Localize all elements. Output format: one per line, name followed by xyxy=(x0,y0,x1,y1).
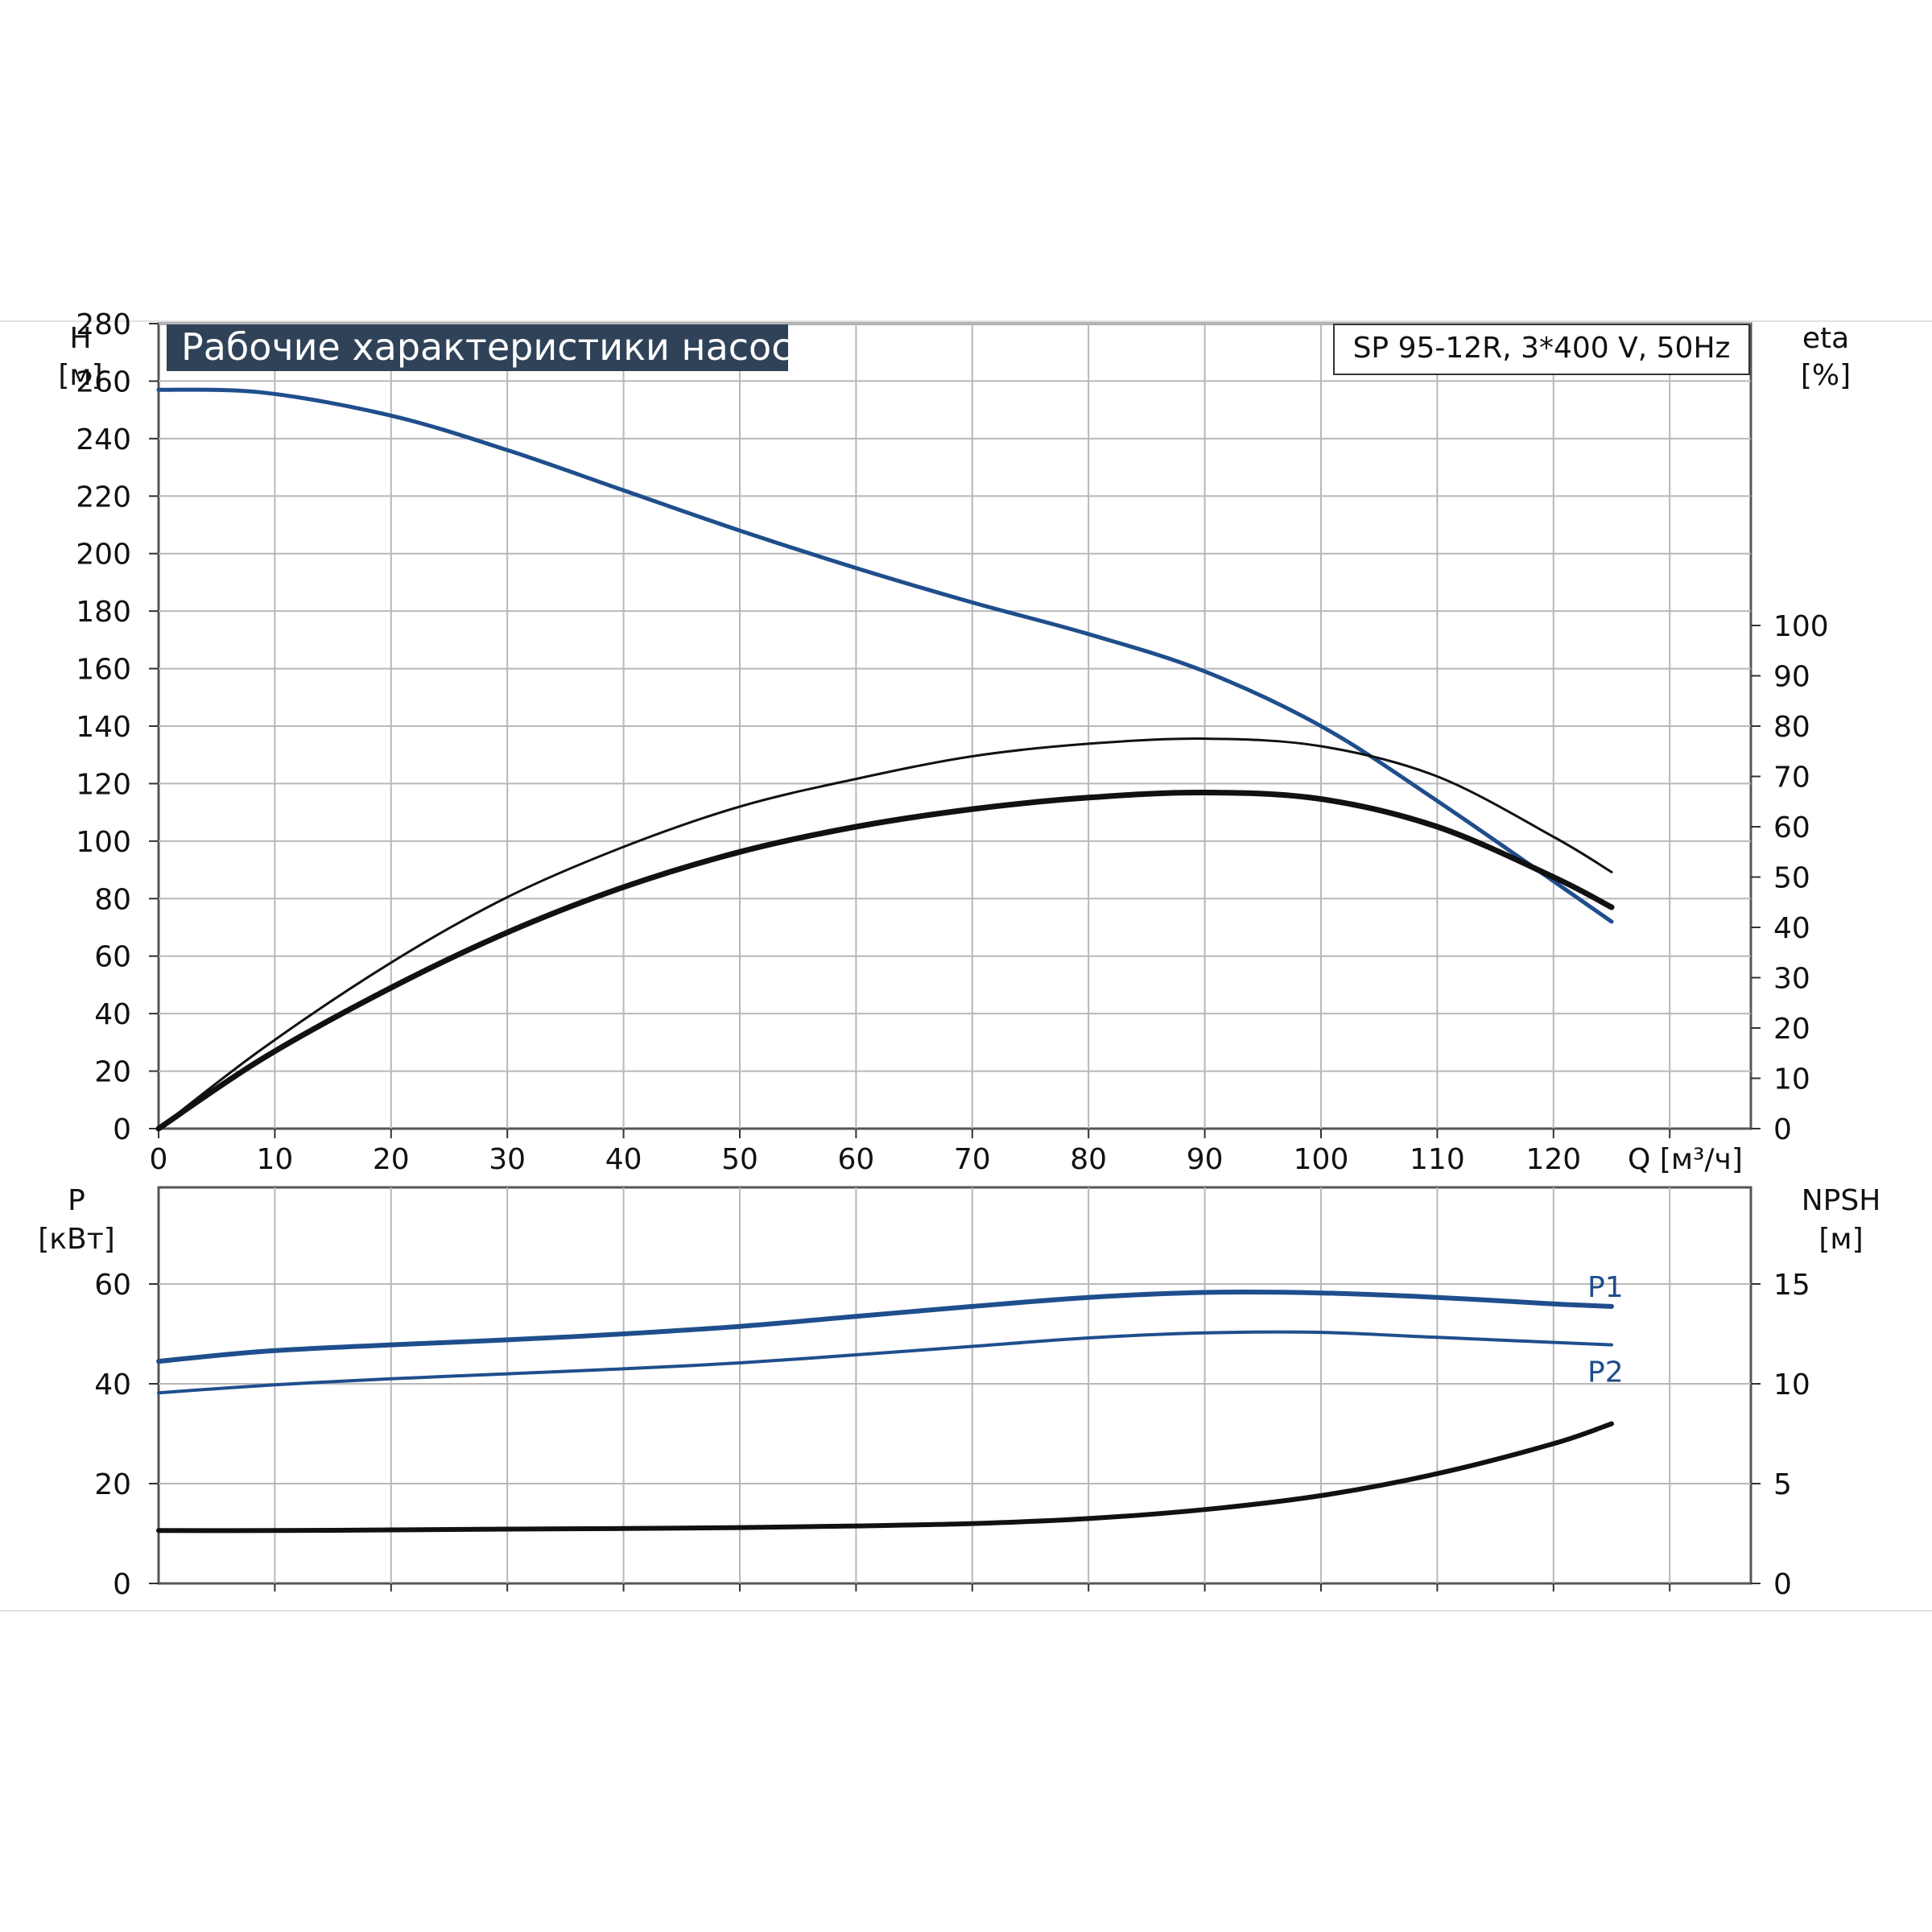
y2-tick-label: 30 xyxy=(1773,963,1810,996)
flow-axis-label: Q [м³/ч] xyxy=(1628,1143,1743,1176)
upper-ticks: 0204060801001201401601802002202402602800… xyxy=(76,308,1828,1176)
y-tick-label: 280 xyxy=(76,308,131,341)
power-npsh-panel: 0 20 40 60 0 5 10 15 P1 P2 P [кВт] NPSH [м] xyxy=(38,1184,1880,1601)
y-tick-label: 0 xyxy=(113,1568,131,1601)
y-tick-label: 60 xyxy=(94,1269,131,1302)
y2-tick-label: 20 xyxy=(1773,1013,1810,1046)
p1-power-curve xyxy=(156,1290,1614,1364)
y-tick-label: 20 xyxy=(94,1056,131,1089)
x-tick-label: 90 xyxy=(1187,1143,1224,1176)
x-tick-label: 100 xyxy=(1294,1143,1349,1176)
x-tick-label: 60 xyxy=(837,1143,874,1176)
y2-tick-label: 60 xyxy=(1773,811,1810,844)
power-axis-label: P xyxy=(68,1184,85,1217)
x-tick-label: 20 xyxy=(373,1143,410,1176)
x-tick-label: 50 xyxy=(721,1143,758,1176)
x-tick-label: 70 xyxy=(954,1143,991,1176)
y2-tick-label: 0 xyxy=(1773,1113,1792,1146)
x-tick-label: 120 xyxy=(1525,1143,1581,1176)
y-tick-label: 60 xyxy=(94,941,131,974)
x-tick-label: 110 xyxy=(1410,1143,1465,1176)
efficiency-curve-thin xyxy=(157,737,1613,1130)
y-tick-label: 40 xyxy=(94,1368,131,1402)
p2-power-curve xyxy=(157,1330,1613,1395)
y2-tick-label: 70 xyxy=(1773,762,1810,795)
x-tick-label: 30 xyxy=(489,1143,526,1176)
pump-model-label: SP 95-12R, 3*400 V, 50Hz xyxy=(1353,332,1731,365)
upper-series xyxy=(155,387,1615,1132)
y-tick-label: 220 xyxy=(76,481,131,514)
y2-tick-label: 5 xyxy=(1773,1468,1792,1501)
lower-grid xyxy=(159,1187,1751,1583)
y-tick-label: 140 xyxy=(76,711,131,744)
head-axis-unit: [м] xyxy=(58,359,102,392)
y-tick-label: 40 xyxy=(94,998,131,1031)
y-tick-label: 180 xyxy=(76,596,131,629)
head-curve xyxy=(156,387,1614,924)
p1-series-label: P1 xyxy=(1587,1271,1624,1304)
x-tick-label: 40 xyxy=(605,1143,642,1176)
lower-plot-frame xyxy=(157,1186,1752,1585)
npsh-curve xyxy=(156,1421,1614,1534)
y2-tick-label: 0 xyxy=(1773,1568,1792,1601)
power-axis-unit: [кВт] xyxy=(38,1223,115,1256)
efficiency-axis-unit: [%] xyxy=(1801,359,1851,392)
y-tick-label: 0 xyxy=(113,1113,131,1146)
y2-tick-label: 40 xyxy=(1773,912,1810,945)
y-tick-label: 200 xyxy=(76,539,131,572)
head-axis-label: H xyxy=(69,322,91,355)
y-tick-label: 120 xyxy=(76,768,131,801)
model-box xyxy=(1333,324,1750,375)
npsh-axis-unit: [м] xyxy=(1818,1223,1863,1256)
y-tick-label: 240 xyxy=(76,423,131,456)
x-tick-label: 10 xyxy=(256,1143,293,1176)
y-tick-label: 100 xyxy=(76,826,131,859)
upper-grid xyxy=(159,323,1751,1129)
y2-tick-label: 100 xyxy=(1773,610,1829,643)
efficiency-curve-thick xyxy=(155,789,1615,1132)
y2-tick-label: 90 xyxy=(1773,661,1810,694)
y2-tick-label: 15 xyxy=(1773,1269,1810,1302)
lower-series: P1 P2 xyxy=(156,1271,1624,1534)
chart-title: Рабочие характеристики насоса xyxy=(181,325,815,369)
efficiency-axis-label: eta xyxy=(1802,322,1849,355)
x-tick-label: 0 xyxy=(150,1143,168,1176)
y-tick-label: 160 xyxy=(76,654,131,687)
y2-tick-label: 50 xyxy=(1773,862,1810,895)
y2-tick-label: 10 xyxy=(1773,1063,1810,1096)
head-efficiency-panel: 0204060801001201401601802002202402602800… xyxy=(58,308,1851,1176)
y2-tick-label: 80 xyxy=(1773,711,1810,744)
x-tick-label: 80 xyxy=(1070,1143,1107,1176)
npsh-axis-label: NPSH xyxy=(1802,1184,1881,1217)
y2-tick-label: 10 xyxy=(1773,1368,1810,1402)
lower-ticks: 0 20 40 60 0 5 10 15 xyxy=(94,1269,1810,1601)
y-tick-label: 20 xyxy=(94,1468,131,1501)
y-tick-label: 260 xyxy=(76,365,131,398)
p2-series-label: P2 xyxy=(1587,1356,1624,1389)
y-tick-label: 80 xyxy=(94,883,131,916)
title-box xyxy=(167,324,788,371)
